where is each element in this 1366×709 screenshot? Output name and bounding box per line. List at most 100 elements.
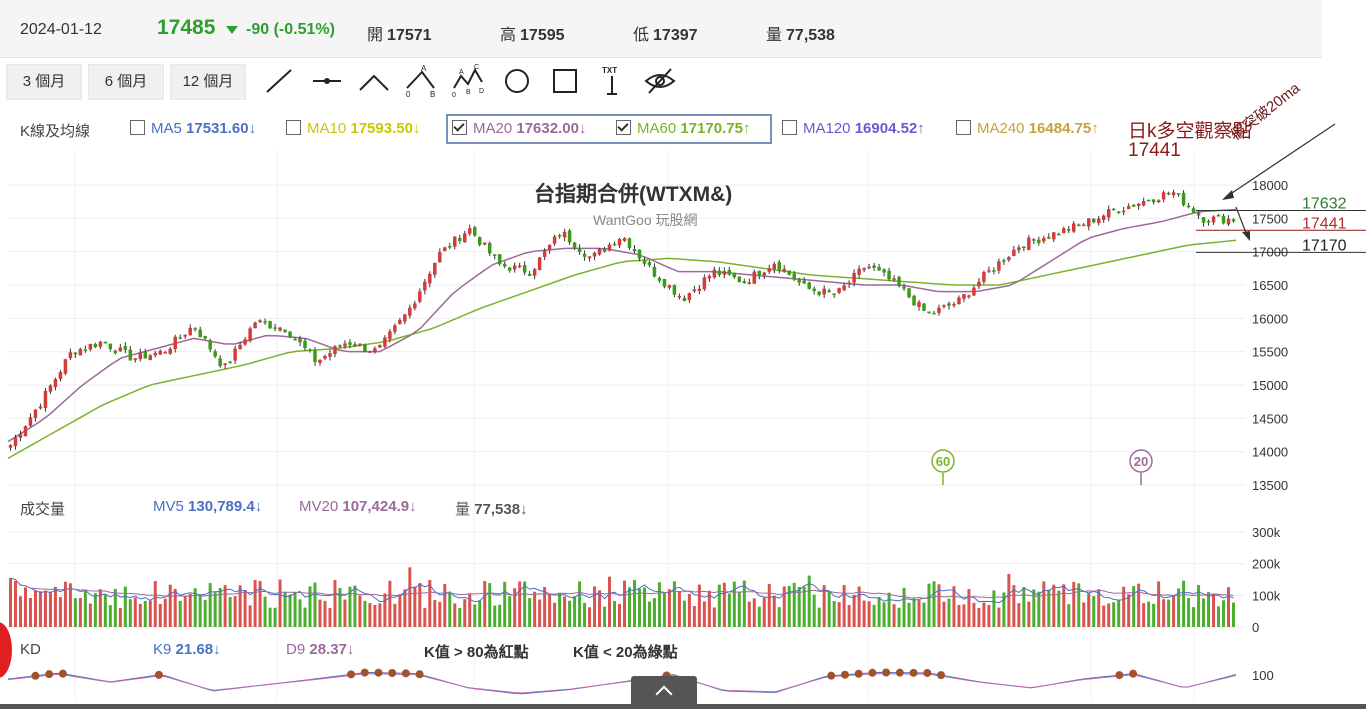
floating-action-button[interactable] <box>0 622 12 678</box>
period-3m-button[interactable]: 3 個月 <box>6 64 82 100</box>
volume-bar <box>692 606 696 627</box>
candle-body <box>343 343 347 347</box>
horizontal-line-tool-icon[interactable] <box>310 64 344 98</box>
candle-body <box>138 352 143 360</box>
ma60-checkbox[interactable] <box>616 120 631 135</box>
volume-bar <box>193 588 197 627</box>
rectangle-tool-icon[interactable] <box>548 64 582 98</box>
volume-bar <box>603 606 607 627</box>
ma5-checkbox[interactable] <box>130 120 145 135</box>
volume-bar <box>882 602 886 627</box>
volume-bar <box>58 597 62 627</box>
volume-bar <box>687 593 691 627</box>
volume-bar <box>458 607 462 627</box>
ma240-toggle[interactable]: MA240 16484.75↑ <box>956 120 1099 137</box>
volume-bar <box>18 596 22 627</box>
candle-body <box>887 270 891 280</box>
kd-red-dot <box>374 668 383 677</box>
volume-bar <box>957 604 961 627</box>
candle-body <box>463 233 467 243</box>
candle-body <box>1226 218 1231 225</box>
volume-bar <box>907 602 911 627</box>
candle-body <box>248 328 252 342</box>
ma240-checkbox[interactable] <box>956 120 971 135</box>
volume-bar <box>608 576 612 627</box>
volume-bar <box>842 585 846 627</box>
candle-body <box>198 329 202 338</box>
candle-body <box>597 248 602 255</box>
candle-body <box>862 268 866 271</box>
candle-body <box>932 312 936 315</box>
ma10-toggle[interactable]: MA10 17593.50↓ <box>286 120 420 137</box>
volume-bar <box>368 603 372 627</box>
candle-body <box>562 231 567 238</box>
volume-bar <box>1117 600 1121 627</box>
volume-bar <box>388 580 392 627</box>
candle-body <box>288 331 292 338</box>
price-tick-label: 16000 <box>1252 311 1288 326</box>
volume-bar <box>383 593 387 627</box>
volume-bar <box>408 567 412 627</box>
angle-tool-icon[interactable] <box>357 64 391 98</box>
text-tool-icon[interactable]: TXT <box>595 64 629 98</box>
volume-bar <box>837 602 841 627</box>
volume-bar <box>982 602 986 627</box>
ma60-toggle[interactable]: MA60 17170.75↑ <box>616 120 750 137</box>
candle-body <box>917 302 921 307</box>
ma10-checkbox[interactable] <box>286 120 301 135</box>
volume-bar <box>702 601 706 627</box>
volume-bar <box>293 591 297 627</box>
candle-body <box>897 276 901 286</box>
volume-bar <box>338 587 342 627</box>
ma5-toggle[interactable]: MA5 17531.60↓ <box>130 120 256 137</box>
hide-drawings-icon[interactable] <box>643 64 677 98</box>
bottom-bar <box>0 704 1366 709</box>
volume-bar <box>967 589 971 627</box>
candle-body <box>143 351 148 359</box>
ma20-toggle[interactable]: MA20 17632.00↓ <box>452 120 586 137</box>
volume-bar <box>228 596 232 627</box>
period-12m-button[interactable]: 12 個月 <box>170 64 246 100</box>
volume-bar <box>53 586 57 627</box>
ma120-checkbox[interactable] <box>782 120 797 135</box>
candle-body <box>787 270 791 275</box>
candle-body <box>293 338 297 341</box>
circle-tool-icon[interactable] <box>500 64 534 98</box>
volume-bar <box>583 602 587 627</box>
volume-bar <box>1052 584 1056 627</box>
candle-body <box>468 228 472 234</box>
scroll-up-button[interactable] <box>631 676 697 709</box>
kd-red-dot <box>854 669 863 678</box>
volume-bar <box>867 601 871 627</box>
candle-body <box>88 343 93 350</box>
volume-bar <box>902 587 906 627</box>
volume-bar <box>1107 603 1111 627</box>
candle-body <box>1121 210 1126 213</box>
candle-body <box>393 325 397 332</box>
candle-body <box>458 238 462 242</box>
kd-red-dot <box>868 668 877 677</box>
volume-bar <box>333 579 337 627</box>
volume-bar <box>1142 603 1146 627</box>
candle-body <box>947 303 951 306</box>
volume-bar <box>488 583 492 627</box>
abcd-pattern-tool-icon[interactable]: 0 A B C D <box>451 64 485 98</box>
candle-body <box>358 343 362 346</box>
volume-bar <box>68 583 72 627</box>
trendline-tool-icon[interactable] <box>262 64 296 98</box>
kd-red-note: K值 > 80為紅點 <box>424 644 529 661</box>
volume-bar <box>1072 581 1076 627</box>
ma120-toggle[interactable]: MA120 16904.52↑ <box>782 120 925 137</box>
volume-bar <box>13 580 17 627</box>
period-6m-button[interactable]: 6 個月 <box>88 64 164 100</box>
volume-bar <box>93 593 97 627</box>
volume-bar <box>173 588 177 627</box>
candle-body <box>882 269 886 273</box>
abc-pattern-tool-icon[interactable]: 0 A B <box>404 64 438 98</box>
ma20-checkbox[interactable] <box>452 120 467 135</box>
candle-body <box>1141 200 1146 206</box>
volume-bar <box>178 600 182 627</box>
volume-bar <box>1217 606 1221 627</box>
volume-bar <box>927 583 931 627</box>
candle-body <box>937 307 941 313</box>
